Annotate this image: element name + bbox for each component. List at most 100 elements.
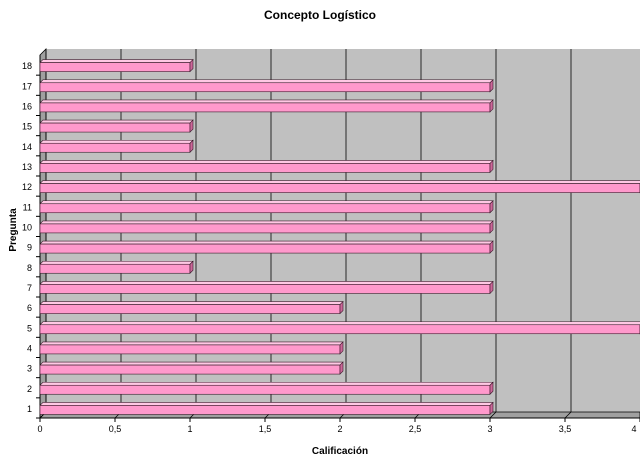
x-tick-label: 0 <box>37 424 42 434</box>
bar <box>39 58 194 73</box>
bar-front <box>39 243 491 254</box>
bar <box>39 240 494 254</box>
bar-front <box>39 142 191 153</box>
y-tick-label: 10 <box>22 222 32 232</box>
bar <box>39 321 640 335</box>
bar-top <box>39 79 494 84</box>
bar-end <box>489 99 494 113</box>
bars <box>39 58 640 416</box>
bar-front <box>39 263 191 274</box>
bar-front <box>39 82 491 93</box>
bar-front <box>39 183 640 193</box>
bar-front <box>39 405 491 415</box>
bar <box>39 341 344 355</box>
floor-gridline <box>489 411 497 419</box>
bar-end <box>339 300 344 315</box>
bar-end <box>189 119 194 133</box>
x-tick-label: 2,5 <box>409 424 422 434</box>
bar-front <box>39 163 491 173</box>
bar <box>39 99 494 113</box>
bar <box>39 260 194 274</box>
bar-end <box>189 260 194 274</box>
bar-front <box>39 203 491 214</box>
bar <box>39 180 640 194</box>
bar-top <box>39 341 344 346</box>
bar-top <box>39 139 194 144</box>
bar <box>39 381 494 395</box>
y-tick-label: 2 <box>27 384 32 394</box>
bar-front <box>39 223 491 234</box>
bar-top <box>39 119 194 124</box>
bar <box>39 159 494 174</box>
bar <box>39 139 194 153</box>
bar <box>39 119 194 133</box>
bar-top <box>39 402 494 406</box>
y-tick-label: 5 <box>27 323 32 333</box>
bar-end <box>489 381 494 395</box>
bar-end <box>489 200 494 214</box>
y-tick-label: 7 <box>27 283 32 293</box>
y-tick-label: 3 <box>27 364 32 374</box>
bar <box>39 361 344 375</box>
bar-front <box>39 284 491 294</box>
x-tick-label: 1 <box>187 424 192 434</box>
bar-end <box>489 401 494 416</box>
y-tick-label: 9 <box>27 243 32 253</box>
bar-top <box>39 160 494 164</box>
bar-front <box>39 384 491 395</box>
y-tick-label: 4 <box>27 343 32 353</box>
bar-top <box>39 200 494 205</box>
x-tick-label: 3 <box>487 424 492 434</box>
x-tick-label: 2 <box>337 424 342 434</box>
bar-front <box>39 122 191 133</box>
y-tick-label: 18 <box>22 61 32 71</box>
bar-end <box>489 79 494 93</box>
bar-end <box>489 220 494 234</box>
y-tick-label: 17 <box>22 81 32 91</box>
bar-front <box>39 102 491 113</box>
bar-top <box>39 99 494 104</box>
floor-gridline <box>564 411 572 419</box>
bar-top <box>39 260 194 265</box>
bar-front <box>39 324 640 335</box>
y-tick-label: 15 <box>22 122 32 132</box>
x-tick-label: 3,5 <box>559 424 572 434</box>
chart-title: Concepto Logístico <box>264 8 376 22</box>
x-axis-ticks: 0 0,5 1 1,5 2 2,5 3 3,5 4 <box>37 418 640 434</box>
bar-top <box>39 361 344 366</box>
bar-end <box>489 240 494 254</box>
y-tick-label: 16 <box>22 101 32 111</box>
bar-end <box>189 139 194 153</box>
bar-front <box>39 344 341 355</box>
bar-end <box>189 58 194 73</box>
bar <box>39 79 494 93</box>
bar-top <box>39 59 194 63</box>
bar-top <box>39 321 640 326</box>
y-tick-label: 1 <box>27 404 32 414</box>
bar <box>39 280 494 295</box>
bar <box>39 401 494 416</box>
bar-top <box>39 281 494 285</box>
x-tick-label: 0,5 <box>109 424 122 434</box>
bar-top <box>39 301 344 305</box>
y-tick-label: 13 <box>22 162 32 172</box>
bar <box>39 200 494 214</box>
y-axis-label: Pregunta <box>8 208 19 252</box>
y-tick-label: 6 <box>27 303 32 313</box>
bar-end <box>489 280 494 295</box>
y-tick-label: 8 <box>27 263 32 273</box>
bar-end <box>489 159 494 174</box>
x-tick-label: 1,5 <box>259 424 272 434</box>
bar-top <box>39 240 494 245</box>
y-tick-label: 11 <box>23 202 32 212</box>
bar-front <box>39 62 191 72</box>
bar-top <box>39 220 494 225</box>
y-tick-label: 14 <box>22 142 32 152</box>
bar-top <box>39 180 640 184</box>
bar-front <box>39 364 341 375</box>
bar-top <box>39 381 494 386</box>
bar-end <box>339 341 344 355</box>
x-tick-label: 4 <box>631 424 636 434</box>
